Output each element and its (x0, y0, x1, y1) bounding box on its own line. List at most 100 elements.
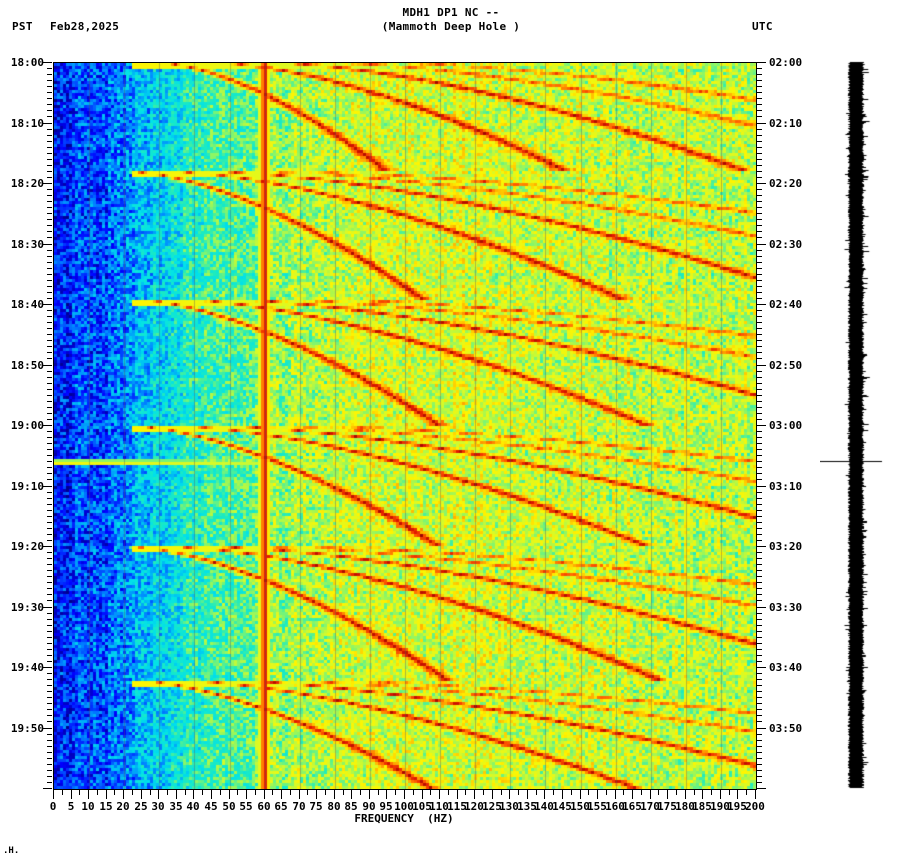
y-right-tick-minor-74 (757, 510, 762, 511)
y-left-label-0: 18:00 (10, 56, 44, 69)
x-tick-major-32 (615, 790, 616, 799)
y-right-tick-minor-11 (757, 129, 762, 130)
y-left-tick-minor-31 (47, 250, 52, 251)
x-tick-major-40 (755, 790, 756, 799)
y-left-tick-major-80 (43, 546, 52, 547)
y-right-tick-major-110 (757, 728, 766, 729)
y-left-tick-minor-97 (47, 649, 52, 650)
x-tick-minor-11 (255, 790, 256, 795)
x-tick-minor-31 (606, 790, 607, 795)
x-tick-major-4 (123, 790, 124, 799)
y-left-tick-minor-16 (47, 159, 52, 160)
y-left-tick-minor-65 (47, 455, 52, 456)
x-tick-major-9 (211, 790, 212, 799)
x-tick-minor-2 (97, 790, 98, 795)
y-right-tick-minor-53 (757, 383, 762, 384)
y-left-tick-minor-77 (47, 528, 52, 529)
y-left-tick-minor-59 (47, 419, 52, 420)
x-tick-minor-23 (465, 790, 466, 795)
x-tick-major-26 (509, 790, 510, 799)
x-tick-major-7 (176, 790, 177, 799)
y-left-tick-major-90 (43, 607, 52, 608)
x-tick-label-9: 45 (204, 800, 218, 813)
x-axis-title: FREQUENCY (HZ) (354, 812, 454, 825)
y-left-tick-minor-96 (47, 643, 52, 644)
y-left-tick-minor-74 (47, 510, 52, 511)
y-right-tick-minor-91 (757, 613, 762, 614)
y-right-tick-minor-23 (757, 201, 762, 202)
x-tick-minor-12 (272, 790, 273, 795)
y-left-tick-minor-52 (47, 377, 52, 378)
y-left-tick-minor-55 (47, 395, 52, 396)
y-left-tick-minor-35 (47, 274, 52, 275)
y-right-tick-minor-35 (757, 274, 762, 275)
y-right-tick-minor-69 (757, 479, 762, 480)
x-tick-minor-15 (325, 790, 326, 795)
y-right-tick-minor-95 (757, 637, 762, 638)
x-tick-minor-9 (220, 790, 221, 795)
x-tick-major-11 (246, 790, 247, 799)
x-tick-label-37: 185 (692, 800, 712, 813)
y-left-tick-minor-68 (47, 473, 52, 474)
y-left-tick-minor-81 (47, 552, 52, 553)
x-tick-label-29: 145 (552, 800, 572, 813)
y-right-tick-minor-49 (757, 358, 762, 359)
y-left-tick-minor-109 (47, 721, 52, 722)
y-left-tick-minor-15 (47, 153, 52, 154)
y-left-tick-minor-19 (47, 177, 52, 178)
y-left-tick-minor-79 (47, 540, 52, 541)
y-left-tick-minor-45 (47, 334, 52, 335)
y-right-tick-minor-54 (757, 389, 762, 390)
y-left-tick-minor-43 (47, 322, 52, 323)
x-tick-label-24: 120 (464, 800, 484, 813)
y-left-tick-minor-112 (47, 740, 52, 741)
x-tick-label-4: 20 (116, 800, 130, 813)
y-left-label-6: 19:00 (10, 419, 44, 432)
y-left-tick-minor-24 (47, 207, 52, 208)
y-right-tick-minor-113 (757, 746, 762, 747)
y-right-label-2: 02:20 (769, 177, 803, 190)
footer-mark: .H. (3, 846, 20, 856)
x-tick-minor-22 (448, 790, 449, 795)
y-right-tick-minor-63 (757, 443, 762, 444)
y-right-tick-minor-88 (757, 594, 762, 595)
y-left-tick-minor-38 (47, 292, 52, 293)
y-left-tick-minor-87 (47, 588, 52, 589)
y-right-tick-minor-108 (757, 715, 762, 716)
x-tick-major-3 (106, 790, 107, 799)
y-right-tick-major-60 (757, 425, 766, 426)
y-right-label-5: 02:50 (769, 359, 803, 372)
y-right-label-4: 02:40 (769, 298, 803, 311)
y-right-tick-minor-65 (757, 455, 762, 456)
spectrogram-plot[interactable] (53, 62, 757, 790)
y-right-tick-minor-77 (757, 528, 762, 529)
x-tick-major-6 (158, 790, 159, 799)
y-left-label-1: 18:10 (10, 117, 44, 130)
x-tick-minor-33 (641, 790, 642, 795)
x-tick-minor-27 (536, 790, 537, 795)
x-tick-minor-0 (62, 790, 63, 795)
y-right-tick-minor-15 (757, 153, 762, 154)
y-right-tick-minor-104 (757, 691, 762, 692)
y-left-tick-minor-41 (47, 310, 52, 311)
y-left-tick-minor-114 (47, 752, 52, 753)
y-right-label-11: 03:50 (769, 722, 803, 735)
x-tick-major-12 (264, 790, 265, 799)
x-tick-minor-1 (79, 790, 80, 795)
y-right-tick-minor-118 (757, 776, 762, 777)
y-right-tick-minor-83 (757, 564, 762, 565)
x-tick-label-28: 140 (534, 800, 554, 813)
y-right-label-0: 02:00 (769, 56, 803, 69)
y-right-tick-minor-86 (757, 582, 762, 583)
y-right-tick-minor-38 (757, 292, 762, 293)
y-right-tick-major-10 (757, 123, 766, 124)
y-left-tick-major-120 (43, 788, 52, 789)
y-left-tick-minor-25 (47, 213, 52, 214)
y-right-tick-minor-85 (757, 576, 762, 577)
y-left-tick-minor-7 (47, 104, 52, 105)
x-tick-label-6: 30 (151, 800, 165, 813)
y-left-tick-minor-39 (47, 298, 52, 299)
y-left-tick-minor-17 (47, 165, 52, 166)
x-tick-minor-21 (430, 790, 431, 795)
y-right-tick-minor-115 (757, 758, 762, 759)
